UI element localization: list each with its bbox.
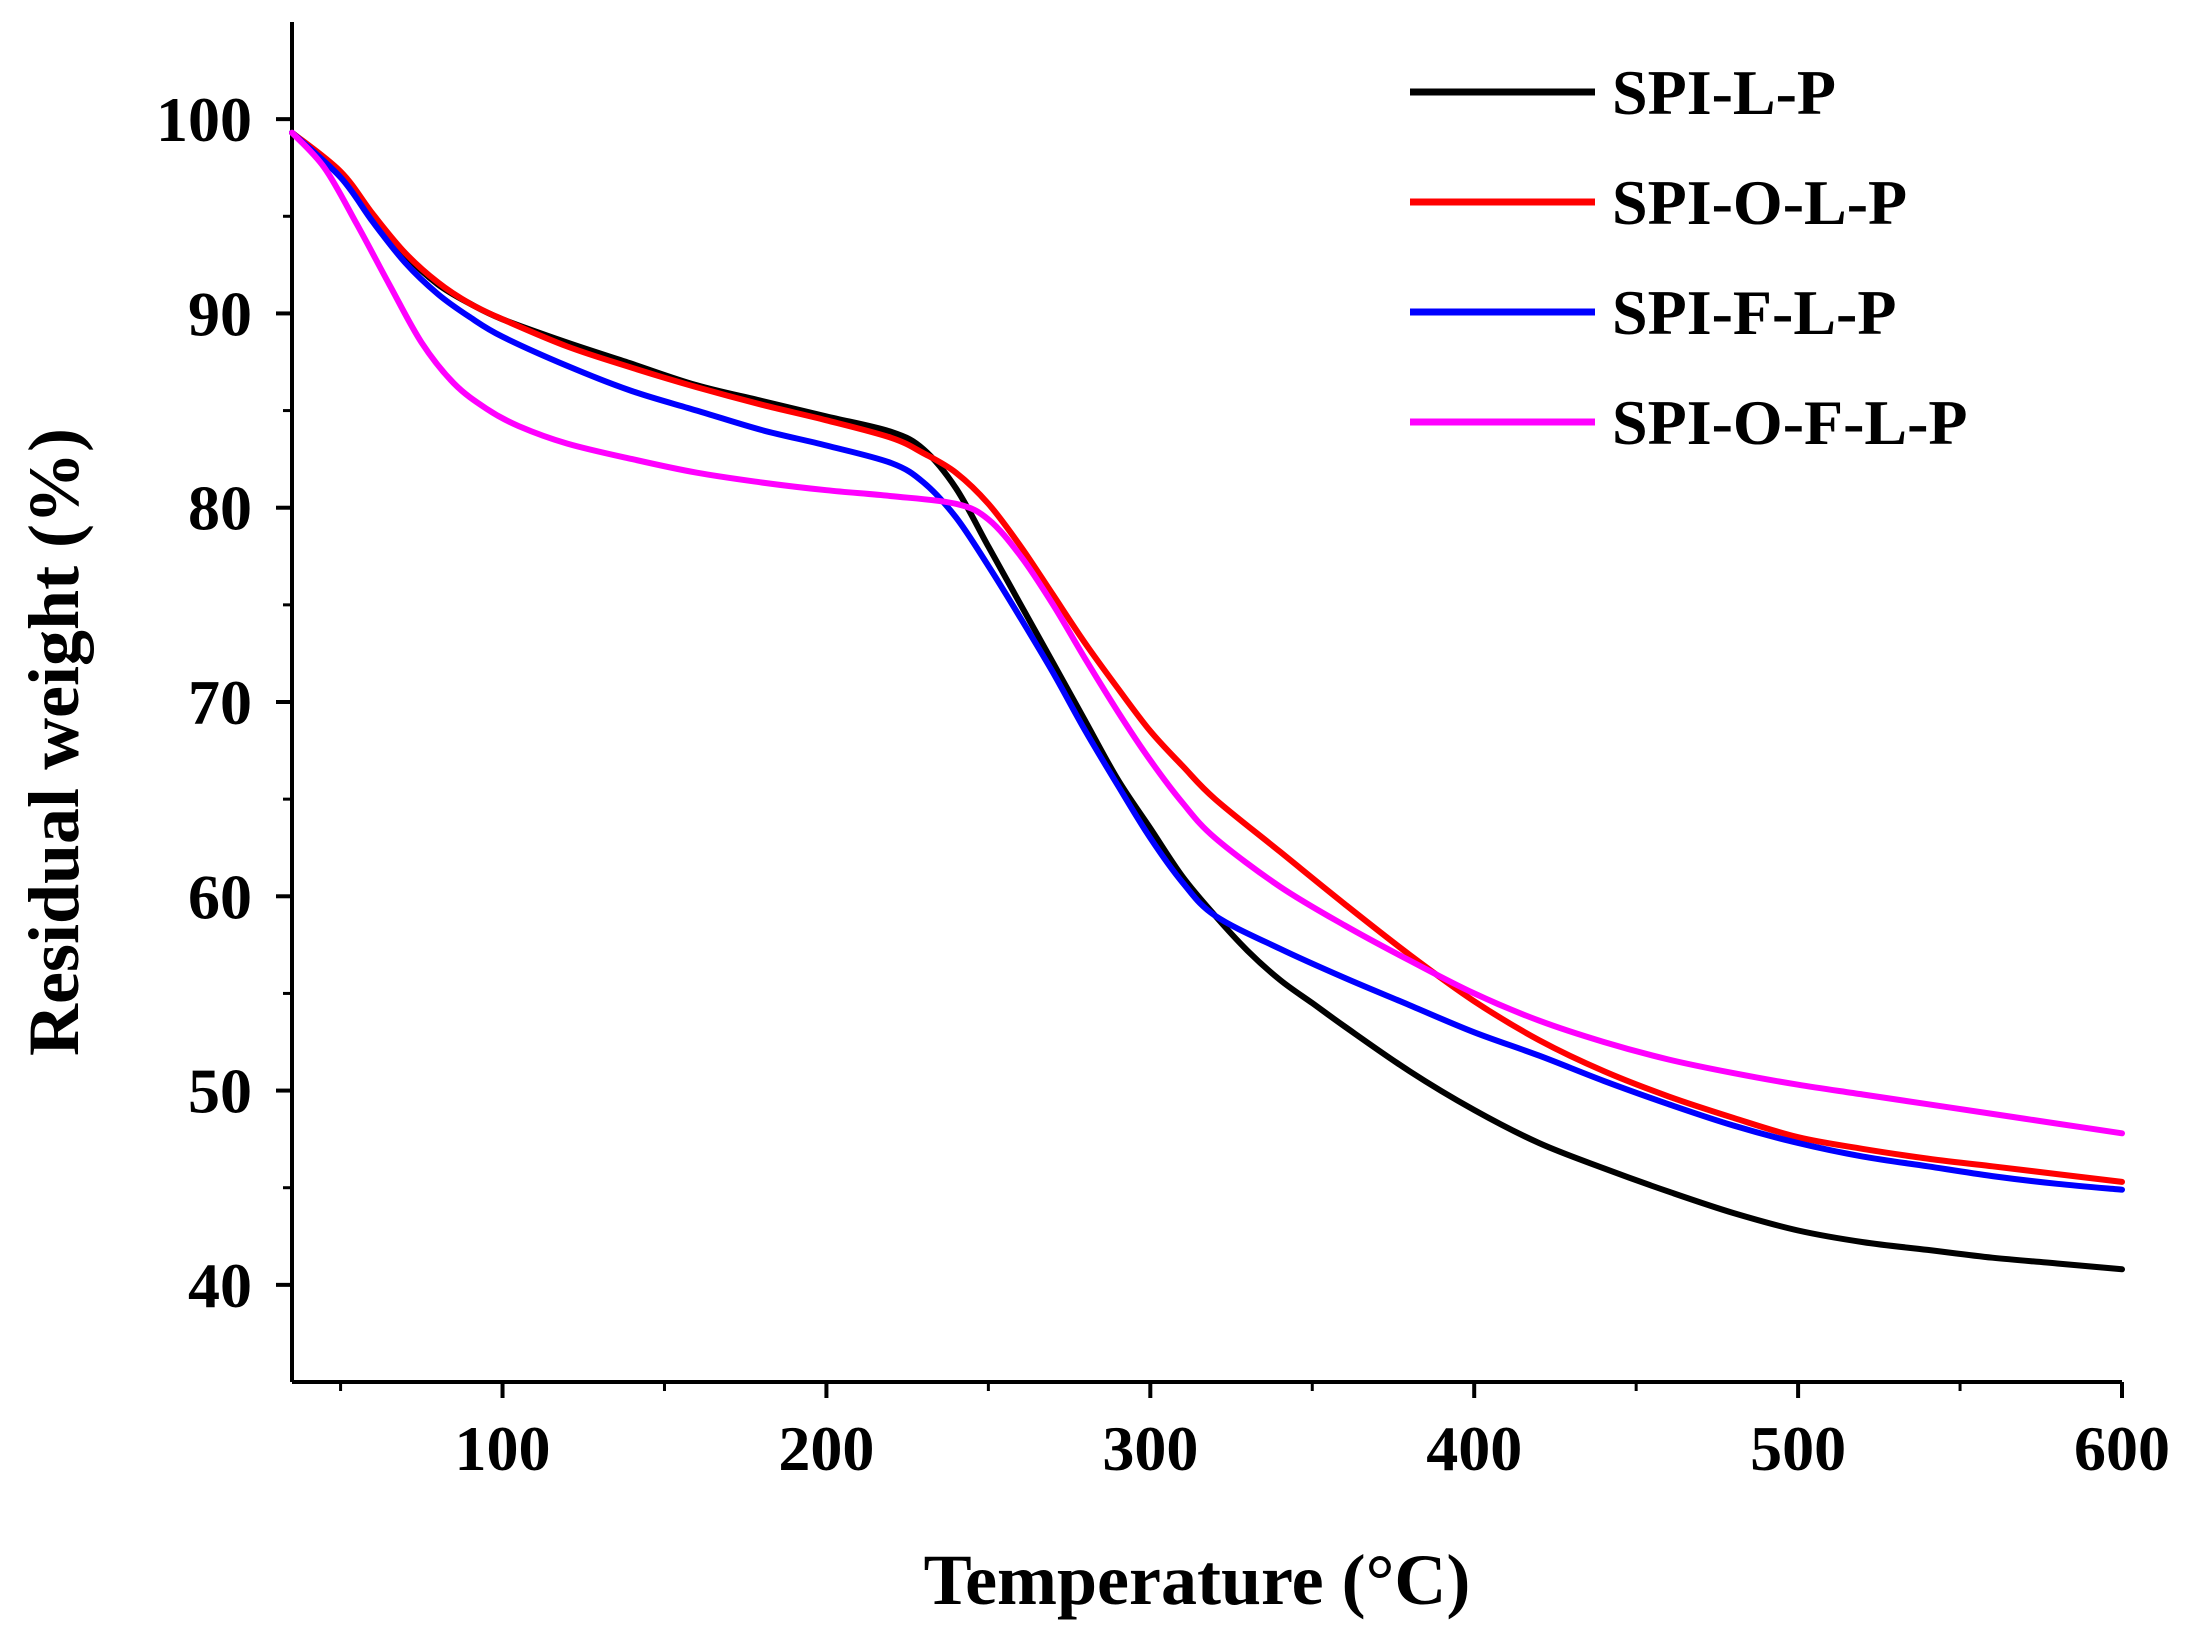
y-tick-label: 40 [188, 1250, 252, 1321]
series-group [289, 129, 2125, 1273]
y-tick-label: 90 [188, 278, 252, 349]
legend-label-spi-l-p: SPI-L-P [1612, 57, 1836, 128]
y-tick-label: 70 [188, 667, 252, 738]
legend-label-spi-o-f-l-p: SPI-O-F-L-P [1612, 387, 1968, 458]
x-tick-label: 600 [2074, 1413, 2170, 1484]
series-line-spi-o-l-p [289, 129, 2125, 1185]
series-line-spi-o-f-l-p [289, 129, 2125, 1137]
x-tick-label: 500 [1750, 1413, 1846, 1484]
x-tick-label: 300 [1102, 1413, 1198, 1484]
legend-label-spi-o-l-p: SPI-O-L-P [1612, 167, 1907, 238]
y-tick-label: 100 [156, 84, 252, 155]
y-tick-label: 50 [188, 1056, 252, 1127]
legend-label-spi-f-l-p: SPI-F-L-P [1612, 277, 1896, 348]
y-tick-label: 60 [188, 861, 252, 932]
axes-group: 100 200 300 400 500 600 40 50 60 70 80 90 100 [156, 22, 2170, 1484]
legend: SPI-L-P SPI-O-L-P SPI-F-L-P SPI-O-F-L-P [1410, 57, 1968, 458]
x-axis-title: Temperature (°C) [924, 1540, 1471, 1620]
x-tick-label: 100 [455, 1413, 551, 1484]
series-line-spi-f-l-p [289, 129, 2125, 1193]
y-tick-label: 80 [188, 473, 252, 544]
y-axis-title: Residual weight (%) [14, 428, 94, 1056]
x-tick-label: 200 [778, 1413, 874, 1484]
x-tick-label: 400 [1426, 1413, 1522, 1484]
